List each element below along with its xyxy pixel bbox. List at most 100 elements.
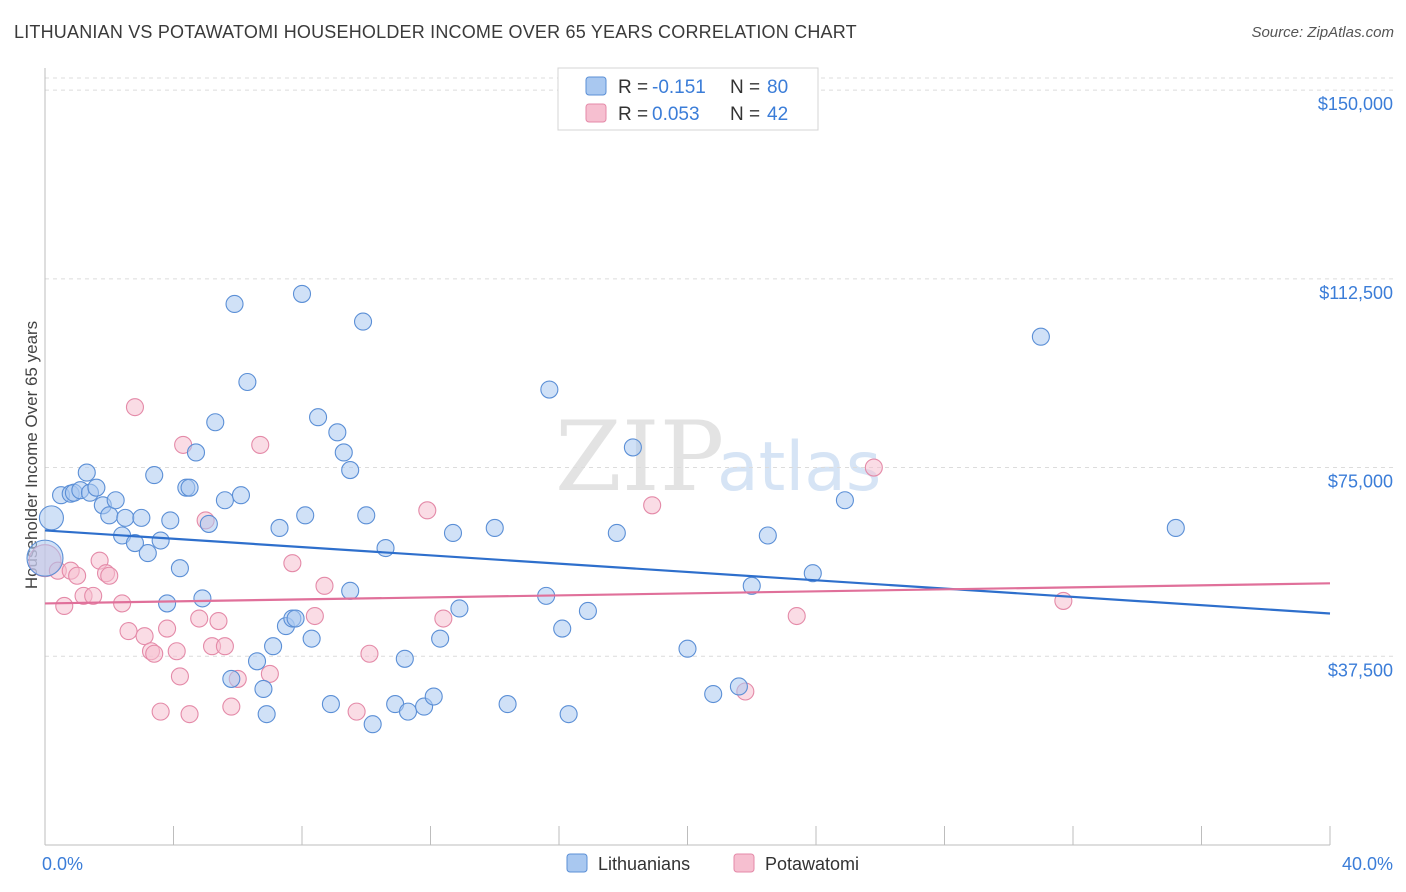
- lithuanians-point: [758, 526, 777, 545]
- lithuanians-point: [180, 478, 199, 497]
- lithuanians-point: [424, 687, 443, 706]
- lithuanians-point: [398, 702, 418, 721]
- legend-n-label: N =: [730, 104, 760, 125]
- lithuanians-point: [553, 619, 572, 638]
- lithuanians-point: [578, 601, 597, 621]
- potawatomi-point: [135, 627, 154, 646]
- watermark: ZIP atlas: [555, 401, 881, 513]
- potawatomi-point: [434, 609, 453, 628]
- potawatomi-point: [170, 667, 189, 686]
- lithuanians-point: [678, 639, 697, 658]
- chart-title: LITHUANIAN VS POTAWATOMI HOUSEHOLDER INC…: [14, 22, 857, 42]
- lithuanians-point: [215, 491, 234, 510]
- x-tick-label: 0.0%: [42, 854, 83, 874]
- potawatomi-point: [643, 496, 662, 515]
- lithuanians-point: [328, 423, 347, 442]
- lithuanians-points: [26, 284, 1185, 734]
- potawatomi-point: [119, 622, 138, 641]
- lithuanians-point: [498, 695, 517, 714]
- lithuanians-point: [540, 380, 559, 399]
- lithuanians-point: [186, 443, 206, 462]
- potawatomi-point: [151, 702, 170, 721]
- lithuanians-point: [704, 684, 723, 704]
- potawatomi-point: [260, 664, 279, 683]
- lithuanians-point: [559, 705, 578, 724]
- lithuanians-point: [199, 514, 218, 533]
- potawatomi-point: [68, 566, 87, 585]
- potawatomi-point: [864, 458, 883, 477]
- legend-n-value: 42: [767, 104, 788, 125]
- lithuanians-point: [1166, 518, 1185, 537]
- y-tick-label: $150,000: [1318, 94, 1393, 114]
- potawatomi-point: [305, 606, 324, 626]
- x-tick-label: 40.0%: [1342, 854, 1393, 874]
- lithuanians-point: [264, 637, 283, 656]
- stats-legend: R = -0.151 N = 80 R = 0.053 N = 42: [557, 67, 819, 131]
- lithuanians-point: [485, 518, 504, 537]
- legend-r-value: 0.053: [652, 104, 700, 125]
- gridlines: [45, 77, 1395, 657]
- potawatomi-point: [84, 586, 103, 605]
- lithuanians-point: [225, 294, 244, 314]
- lithuanians-point: [206, 413, 225, 432]
- lithuanians-point: [286, 609, 305, 628]
- legend-n-label: N =: [730, 77, 760, 98]
- potawatomi-point: [787, 606, 806, 626]
- legend-r-label: R =: [618, 77, 648, 98]
- lithuanians-point: [296, 506, 315, 525]
- lithuanians-point: [742, 576, 761, 595]
- y-tick-label: $112,500: [1319, 283, 1393, 303]
- lithuanians-point: [353, 312, 373, 331]
- potawatomi-point: [125, 398, 144, 417]
- bottom-legend-potawatomi: Potawatomi: [765, 854, 859, 874]
- potawatomi-point: [347, 702, 366, 721]
- legend-swatch-potawatomi: [585, 103, 607, 123]
- lithuanians-point: [357, 506, 376, 525]
- lithuanians-point: [341, 461, 360, 480]
- y-axis-label: Householder Income Over 65 years: [22, 321, 41, 589]
- potawatomi-point: [100, 566, 119, 585]
- legend-r-label: R =: [618, 104, 648, 125]
- lithuanians-point: [222, 669, 241, 688]
- lithuanians-point: [309, 408, 328, 427]
- legend-n-value: 80: [767, 77, 788, 98]
- lithuanians-point: [376, 539, 395, 558]
- lithuanians-point: [341, 581, 360, 600]
- lithuanians-point: [77, 463, 96, 482]
- bottom-legend-swatch-potawatomi: [733, 853, 755, 873]
- potawatomi-point: [113, 594, 132, 613]
- lithuanians-point: [161, 511, 180, 530]
- potawatomi-point: [315, 576, 334, 595]
- lithuanians-point: [334, 443, 353, 462]
- potawatomi-point: [283, 554, 302, 573]
- lithuanians-point: [395, 649, 414, 668]
- potawatomi-point: [418, 501, 437, 520]
- potawatomi-point: [55, 596, 74, 615]
- potawatomi-point: [158, 619, 177, 638]
- y-tick-label: $75,000: [1328, 472, 1393, 492]
- potawatomi-point: [145, 644, 164, 663]
- potawatomi-point: [190, 609, 209, 628]
- lithuanians-point: [1031, 327, 1050, 346]
- potawatomi-point: [180, 705, 199, 724]
- lithuanians-point: [125, 533, 144, 553]
- potawatomi-points: [28, 398, 1073, 724]
- trend-lines: [44, 529, 1331, 615]
- lithuanians-point: [106, 491, 125, 510]
- lithuanians-point: [450, 599, 469, 618]
- chart-source: Source: ZipAtlas.com: [1251, 24, 1394, 41]
- potawatomi-point: [209, 611, 228, 631]
- lithuanians-point: [132, 508, 151, 527]
- lithuanians-point: [87, 478, 106, 497]
- lithuanians-point: [431, 629, 450, 648]
- lithuanians-point: [803, 564, 822, 583]
- lithuanians-point: [254, 679, 273, 699]
- y-tick-labels: $37,500 $75,000 $112,500 $150,000: [1318, 94, 1393, 680]
- lithuanians-point: [145, 466, 164, 485]
- watermark-zip: ZIP: [555, 401, 724, 513]
- lithuanians-point: [100, 506, 119, 525]
- lithuanians-point: [38, 505, 64, 531]
- axes: [44, 68, 1331, 846]
- lithuanians-point: [247, 652, 267, 671]
